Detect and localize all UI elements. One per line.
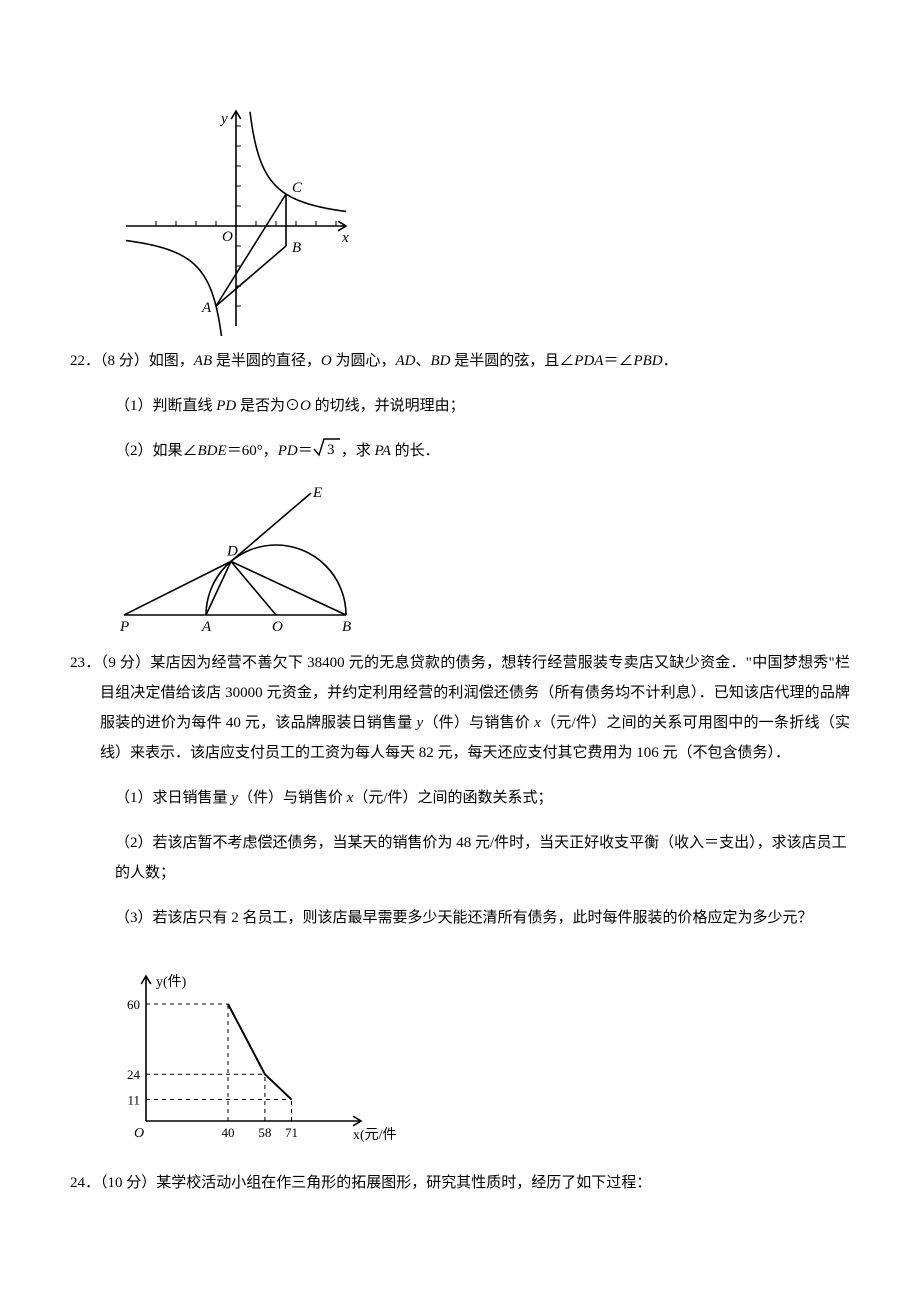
p22s2-t4: ，求 [341,443,375,459]
svg-text:24: 24 [127,1067,141,1082]
p23-number: 23 [70,655,85,671]
p23-sub3: （3）若该店只有 2 名员工，则该店最早需要多少天能还清所有债务，此时每件服装的… [115,903,850,933]
figure-23: 60 24 11 40 58 71 Oy(件) x(元/件) [116,963,850,1158]
p22-sub1: （1）判断直线 PD 是否为⊙O 的切线，并说明理由； [115,391,850,421]
svg-text:B: B [342,619,351,633]
svg-text:E: E [312,485,322,501]
p22-t4: 为圆心， [332,353,396,369]
p22s1-PD: PD [216,398,236,414]
svg-text:B: B [292,240,301,256]
p23-x1: x [534,715,541,731]
p22-t1: ．（ [85,353,108,369]
p24-stem: 24．（10 分）某学校活动小组在作三角形的拓展图形，研究其性质时，经历了如下过… [70,1168,850,1198]
figure-21: Ox y A B C [116,86,850,336]
sqrt-icon: 3 [313,437,341,468]
p23s1-t3: （元/件）之间的函数关系式； [353,790,552,806]
p22-PDA: PDA [574,353,603,369]
p23-stem: 23．（9 分）某店因为经营不善欠下 38400 元的无息贷款的债务，想转行经营… [100,648,850,768]
svg-text:60: 60 [127,997,140,1012]
p22-AB: AB [194,353,212,369]
svg-text:D: D [226,543,238,559]
problem-22: 22．（8 分）如图，AB 是半圆的直径，O 为圆心，AD、BD 是半圆的弦，且… [70,346,850,633]
figure-22: P A O B D E [116,483,850,633]
svg-text:x: x [341,230,349,246]
p24-stem-text: 某学校活动小组在作三角形的拓展图形，研究其性质时，经历了如下过程： [156,1175,651,1191]
p22s2-t2: ＝60°， [227,443,278,459]
p22s1-t2: 是否为⊙ [236,398,300,414]
p24-points: 10 分 [108,1175,142,1191]
p23-sub1: （1）求日销售量 y（件）与销售价 x（元/件）之间的函数关系式； [115,783,850,813]
svg-text:y: y [219,111,228,127]
p22-points: 8 分 [108,353,134,369]
p22-t8: ． [663,353,678,369]
svg-text:y(件): y(件) [156,974,187,990]
p22s2-t3: ＝ [298,443,313,459]
fig21-svg: Ox y A B C [116,86,356,336]
p22-stem: 22．（8 分）如图，AB 是半圆的直径，O 为圆心，AD、BD 是半圆的弦，且… [70,346,850,376]
p22-AD: AD [396,353,416,369]
p22-BD: BD [431,353,451,369]
svg-text:O: O [134,1126,144,1141]
p22-O: O [321,353,332,369]
p22s1-t1: （1）判断直线 [115,398,216,414]
svg-text:71: 71 [285,1125,298,1140]
p22-t2: ）如图， [134,353,194,369]
p22s2-t5: 的长． [391,443,440,459]
p23-sub2: （2）若该店暂不考虑偿还债务，当某天的销售价为 48 元/件时，当天正好收支平衡… [115,828,850,888]
p22-sub2: （2）如果∠BDE＝60°，PD＝ 3 ，求 PA 的长． [115,436,850,468]
p22s2-BDE: BDE [198,443,227,459]
svg-text:x(元/件): x(元/件) [353,1127,396,1143]
fig23-svg: 60 24 11 40 58 71 Oy(件) x(元/件) [116,963,396,1158]
p23-points: 9 分 [108,655,135,671]
p22-t6: 是半圆的弦，且∠ [451,353,575,369]
p22s1-t3: 的切线，并说明理由； [311,398,465,414]
svg-text:40: 40 [222,1125,235,1140]
p23s1-y: y [231,790,238,806]
svg-text:A: A [201,619,212,633]
p22s1-O: O [300,398,311,414]
problem-23: 23．（9 分）某店因为经营不善欠下 38400 元的无息贷款的债务，想转行经营… [70,648,850,1158]
p22s2-PD: PD [278,443,298,459]
p22-t3: 是半圆的直径， [212,353,321,369]
svg-text:O: O [222,229,233,245]
p22-t5: 、 [416,353,431,369]
svg-text:58: 58 [258,1125,271,1140]
p23-stem-b: （件）与销售价 [423,715,534,731]
fig22-svg: P A O B D E [116,483,376,633]
svg-text:P: P [119,619,129,633]
p22s2-t1: （2）如果∠ [115,443,198,459]
p23s1-t1: （1）求日销售量 [115,790,231,806]
svg-text:A: A [201,300,212,316]
p23s1-t2: （件）与销售价 [238,790,347,806]
page: OxyABC 22．（8 分）如图，AB 是半圆的直径，O 为圆心，AD、BD … [0,0,920,1302]
p24-number: 24 [70,1175,85,1191]
p22s2-sqrt3: 3 [327,442,335,457]
p22-t7: ＝∠ [603,353,633,369]
p22-number: 22 [70,353,85,369]
p22s2-PA: PA [374,443,390,459]
p22-PBD: PBD [633,353,662,369]
svg-text:C: C [292,180,303,196]
problem-24: 24．（10 分）某学校活动小组在作三角形的拓展图形，研究其性质时，经历了如下过… [70,1168,850,1198]
svg-text:11: 11 [127,1093,140,1108]
svg-text:O: O [272,619,283,633]
